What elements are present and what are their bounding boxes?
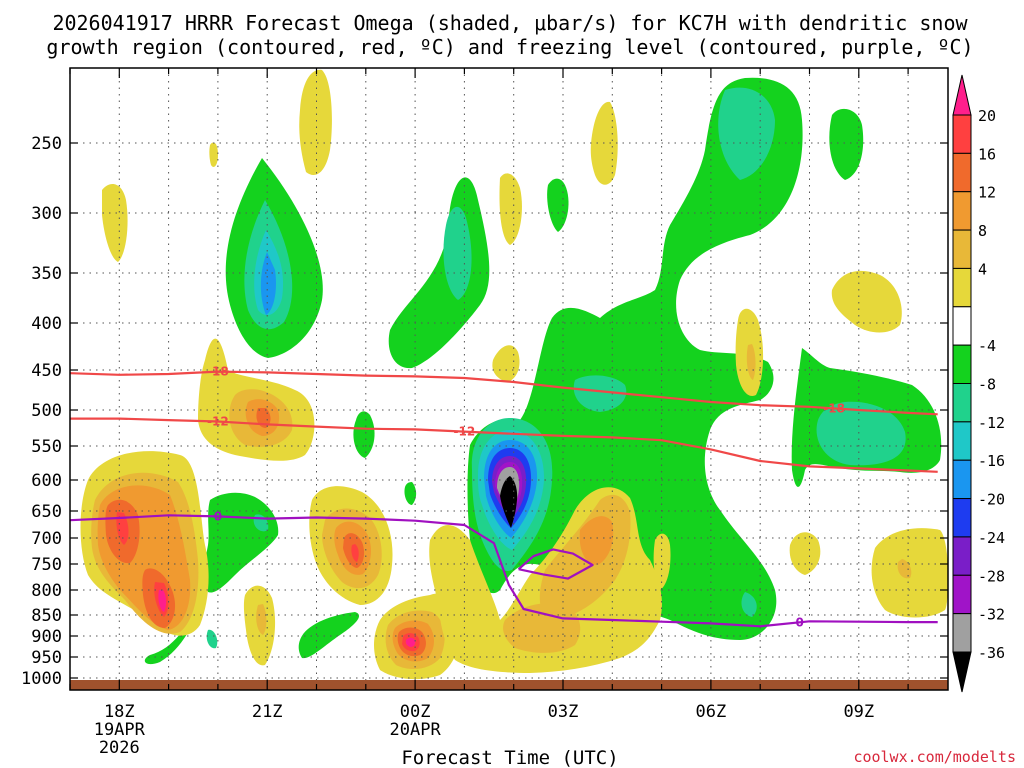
colorbar-label: 4 <box>978 260 987 278</box>
x-tick-date: 19APR <box>94 720 146 740</box>
colorbar-label: 12 <box>978 184 996 202</box>
colorbar-box <box>952 306 972 346</box>
y-tick-label: 250 <box>31 134 62 154</box>
plot-frame <box>69 67 949 691</box>
y-tick-label: 950 <box>31 648 62 668</box>
colorbar-label: 8 <box>978 222 987 240</box>
contour-label: -18 <box>207 365 229 379</box>
colorbar-label: -24 <box>978 529 1005 547</box>
colorbar-label: -16 <box>978 452 1005 470</box>
x-tick-label: 09Z <box>843 702 874 722</box>
y-tick-label: 300 <box>31 204 62 224</box>
colorbar-box <box>952 498 972 538</box>
contour-line <box>70 514 938 628</box>
colorbar-box <box>952 613 972 653</box>
colorbar-label: -28 <box>978 567 1005 585</box>
title-line-2: growth region (contoured, red, ºC) and f… <box>46 35 973 59</box>
colorbar-box <box>952 574 972 615</box>
y-axis: 2503003504004505005506006507007508008509… <box>21 134 948 689</box>
colorbar: 20 16 12 8 4 -4 -8 -12 -16 -20 -24 -28 -32 -36 <box>952 74 1005 693</box>
colorbar-label: -36 <box>978 644 1005 662</box>
x-tick-year: 2026 <box>99 738 140 758</box>
colorbar-box <box>952 152 972 193</box>
y-tick-label: 1000 <box>21 669 62 689</box>
ground-strip <box>70 680 948 690</box>
credit-text: coolwx.com/modelts <box>853 748 1016 766</box>
plot-area: -18 -18 -12 -12 0 0 <box>70 68 948 690</box>
colorbar-label: -20 <box>978 491 1005 509</box>
colorbar-label: -32 <box>978 606 1005 624</box>
colorbar-box <box>952 344 972 384</box>
colorbar-box <box>952 459 972 500</box>
y-tick-label: 800 <box>31 581 62 601</box>
y-tick-label: 350 <box>31 264 62 284</box>
y-tick-label: 700 <box>31 529 62 549</box>
omega-negative-regions <box>144 77 942 665</box>
omega-positive-regions <box>80 69 948 680</box>
y-tick-label: 850 <box>31 606 62 626</box>
y-tick-label: 650 <box>31 502 62 522</box>
x-tick-date: 20APR <box>390 720 442 740</box>
contours: -18 -18 -12 -12 0 0 <box>70 365 938 629</box>
colorbar-box <box>952 383 972 423</box>
y-tick-label: 400 <box>31 314 62 334</box>
colorbar-label: 20 <box>978 107 996 125</box>
colorbar-label: -8 <box>978 376 996 394</box>
y-tick-label: 450 <box>31 361 62 381</box>
contour-label: -12 <box>454 425 476 439</box>
colorbar-box <box>952 191 972 231</box>
contour-label: 0 <box>795 615 803 629</box>
contour-label: -12 <box>207 415 229 429</box>
colorbar-box <box>952 229 972 269</box>
x-tick-label: 21Z <box>252 702 283 722</box>
x-tick-label: 03Z <box>548 702 579 722</box>
y-tick-label: 750 <box>31 555 62 575</box>
title-line-1: 2026041917 HRRR Forecast Omega (shaded, … <box>52 11 968 35</box>
y-tick-label: 900 <box>31 627 62 647</box>
x-tick-label: 18Z <box>104 702 135 722</box>
y-tick-label: 550 <box>31 437 62 457</box>
x-axis-label: Forecast Time (UTC) <box>401 747 618 768</box>
y-tick-label: 600 <box>31 471 62 491</box>
colorbar-box <box>952 536 972 576</box>
colorbar-bottom-arrow <box>952 651 972 693</box>
colorbar-top-arrow <box>952 74 972 116</box>
y-tick-label: 500 <box>31 401 62 421</box>
x-tick-label: 06Z <box>696 702 727 722</box>
colorbar-box <box>952 421 972 461</box>
contour-label: 0 <box>214 509 222 523</box>
contour-line <box>517 548 594 580</box>
x-tick-label: 00Z <box>400 702 431 722</box>
colorbar-box <box>952 267 972 308</box>
colorbar-box <box>952 114 972 154</box>
colorbar-label: -12 <box>978 414 1005 432</box>
colorbar-label: -4 <box>978 337 996 355</box>
colorbar-label: 16 <box>978 145 996 163</box>
contour-line <box>70 417 938 473</box>
contour-line <box>70 370 938 416</box>
contour-label: -18 <box>823 401 845 415</box>
